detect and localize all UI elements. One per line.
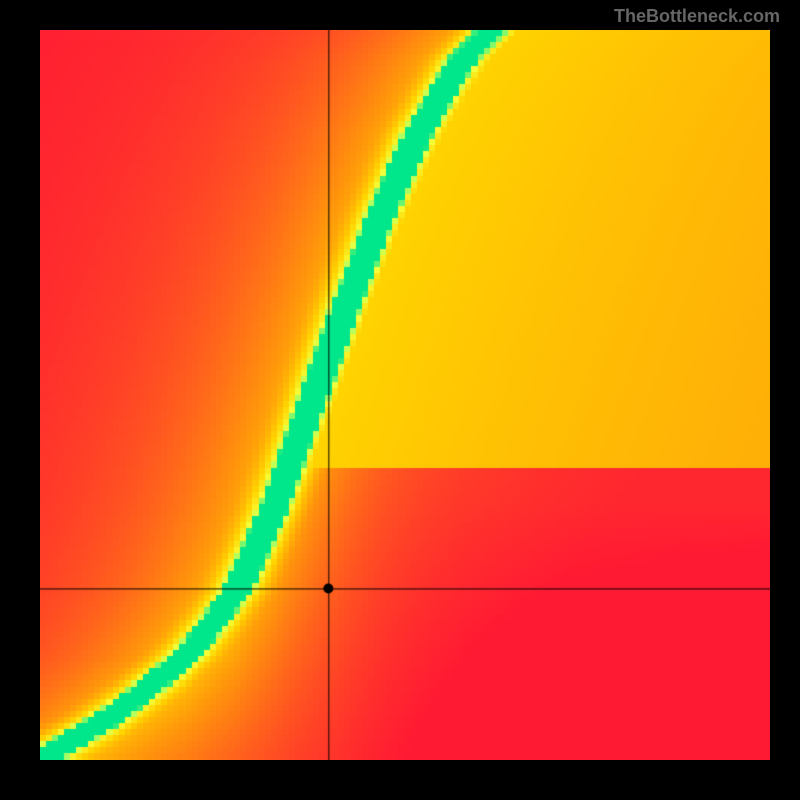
chart-container: TheBottleneck.com (0, 0, 800, 800)
watermark-text: TheBottleneck.com (614, 6, 780, 27)
plot-area (40, 30, 770, 760)
bottleneck-heatmap (40, 30, 770, 760)
